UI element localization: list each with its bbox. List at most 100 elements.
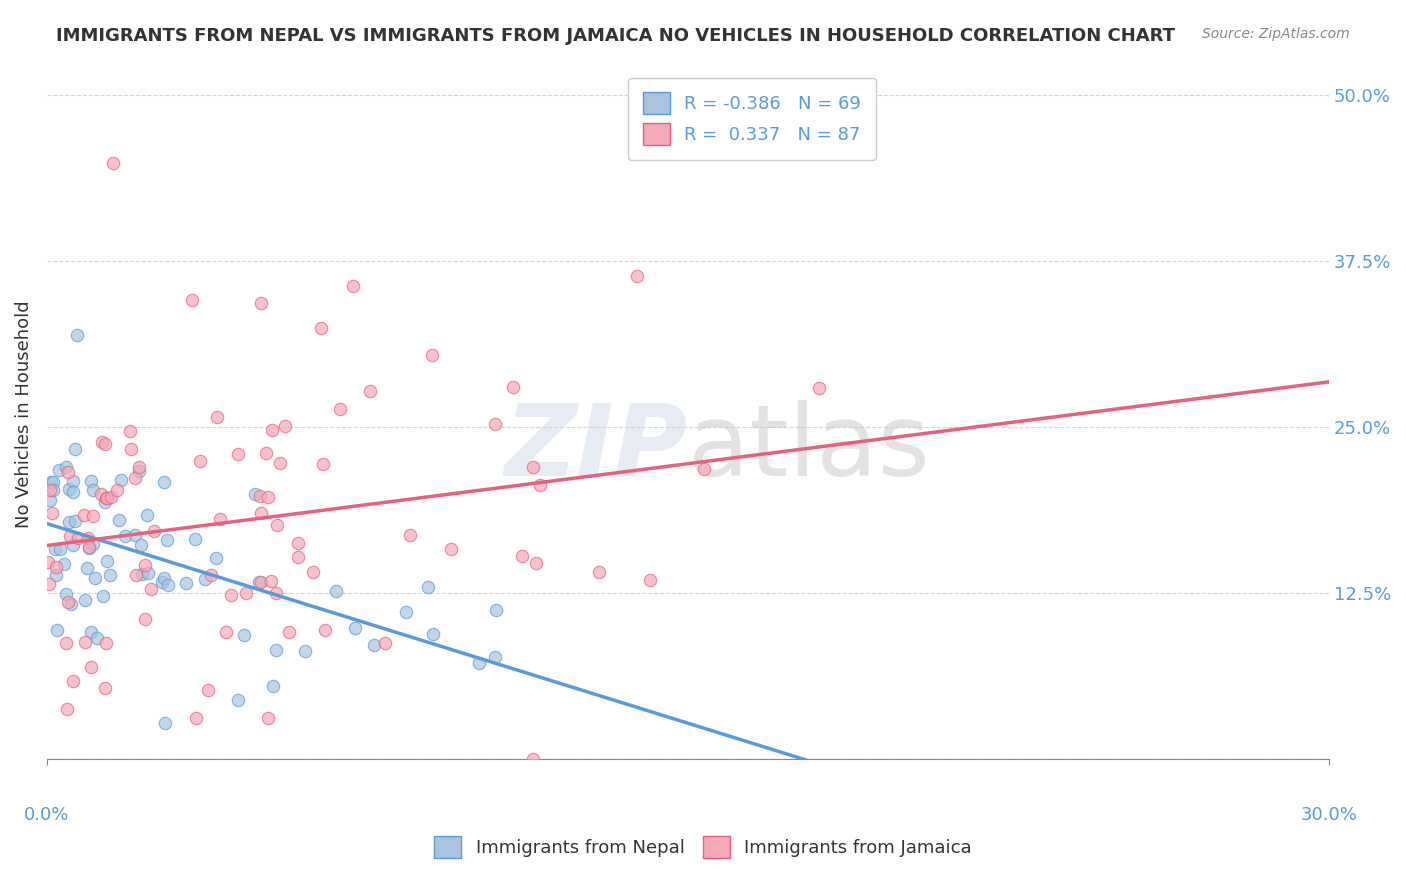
Point — [416, 581, 439, 595]
Point — [90, 487, 112, 501]
Point — [67, 531, 90, 545]
Point — [38, 493, 60, 508]
Point — [124, 471, 146, 485]
Point — [420, 348, 443, 362]
Point — [204, 551, 226, 566]
Point — [250, 295, 273, 310]
Point — [626, 268, 648, 283]
Point — [440, 541, 463, 556]
Point — [110, 473, 132, 487]
Point — [257, 711, 280, 725]
Point — [75, 592, 97, 607]
Point — [62, 485, 84, 500]
Point — [93, 589, 115, 603]
Point — [142, 524, 165, 539]
Point — [118, 424, 141, 438]
Point — [235, 586, 257, 600]
Point — [55, 460, 77, 475]
Point — [363, 639, 385, 653]
Point — [325, 583, 347, 598]
Text: 30.0%: 30.0% — [1301, 805, 1357, 823]
Point — [152, 475, 174, 489]
Point — [128, 464, 150, 478]
Point — [243, 486, 266, 500]
Point — [76, 531, 98, 545]
Point — [49, 541, 72, 556]
Point — [86, 631, 108, 645]
Point — [208, 512, 231, 526]
Point — [529, 477, 551, 491]
Point — [233, 628, 256, 642]
Point — [277, 624, 299, 639]
Point — [215, 625, 238, 640]
Point — [82, 509, 104, 524]
Point — [399, 527, 422, 541]
Point — [83, 571, 105, 585]
Point — [38, 576, 60, 591]
Point — [374, 636, 396, 650]
Text: ZIP: ZIP — [505, 400, 688, 497]
Point — [77, 541, 100, 555]
Point — [188, 454, 211, 468]
Point — [124, 527, 146, 541]
Point — [39, 483, 62, 497]
Point — [73, 635, 96, 649]
Point — [329, 401, 352, 416]
Point — [56, 465, 79, 479]
Legend: R = -0.386   N = 69, R =  0.337   N = 87: R = -0.386 N = 69, R = 0.337 N = 87 — [628, 78, 876, 160]
Point — [55, 635, 77, 649]
Point — [80, 624, 103, 639]
Point — [522, 752, 544, 766]
Point — [80, 660, 103, 674]
Text: Source: ZipAtlas.com: Source: ZipAtlas.com — [1202, 27, 1350, 41]
Point — [342, 278, 364, 293]
Point — [309, 321, 332, 335]
Point — [63, 442, 86, 457]
Point — [312, 457, 335, 471]
Point — [343, 620, 366, 634]
Point — [174, 575, 197, 590]
Point — [157, 578, 180, 592]
Point — [249, 489, 271, 503]
Point — [512, 549, 534, 563]
Point — [262, 679, 284, 693]
Y-axis label: No Vehicles in Household: No Vehicles in Household — [15, 300, 32, 528]
Point — [128, 459, 150, 474]
Point — [219, 588, 242, 602]
Point — [200, 568, 222, 582]
Point — [96, 491, 118, 505]
Point — [287, 536, 309, 550]
Point — [73, 508, 96, 523]
Point — [264, 586, 287, 600]
Point — [105, 483, 128, 497]
Point — [226, 693, 249, 707]
Point — [294, 644, 316, 658]
Point — [468, 656, 491, 670]
Point — [153, 716, 176, 731]
Point — [90, 435, 112, 450]
Point — [249, 506, 271, 520]
Point — [96, 554, 118, 568]
Point — [94, 491, 117, 505]
Point — [45, 560, 67, 574]
Point — [257, 490, 280, 504]
Point — [314, 623, 336, 637]
Point — [77, 541, 100, 555]
Point — [62, 474, 84, 488]
Point — [114, 529, 136, 543]
Point — [260, 574, 283, 589]
Point — [485, 603, 508, 617]
Point — [80, 474, 103, 488]
Point — [226, 447, 249, 461]
Point — [55, 587, 77, 601]
Point — [100, 490, 122, 504]
Point — [638, 573, 661, 587]
Point — [250, 575, 273, 590]
Point — [65, 514, 87, 528]
Point — [287, 549, 309, 564]
Point — [56, 595, 79, 609]
Point — [422, 626, 444, 640]
Point — [484, 649, 506, 664]
Point — [302, 565, 325, 579]
Point — [197, 682, 219, 697]
